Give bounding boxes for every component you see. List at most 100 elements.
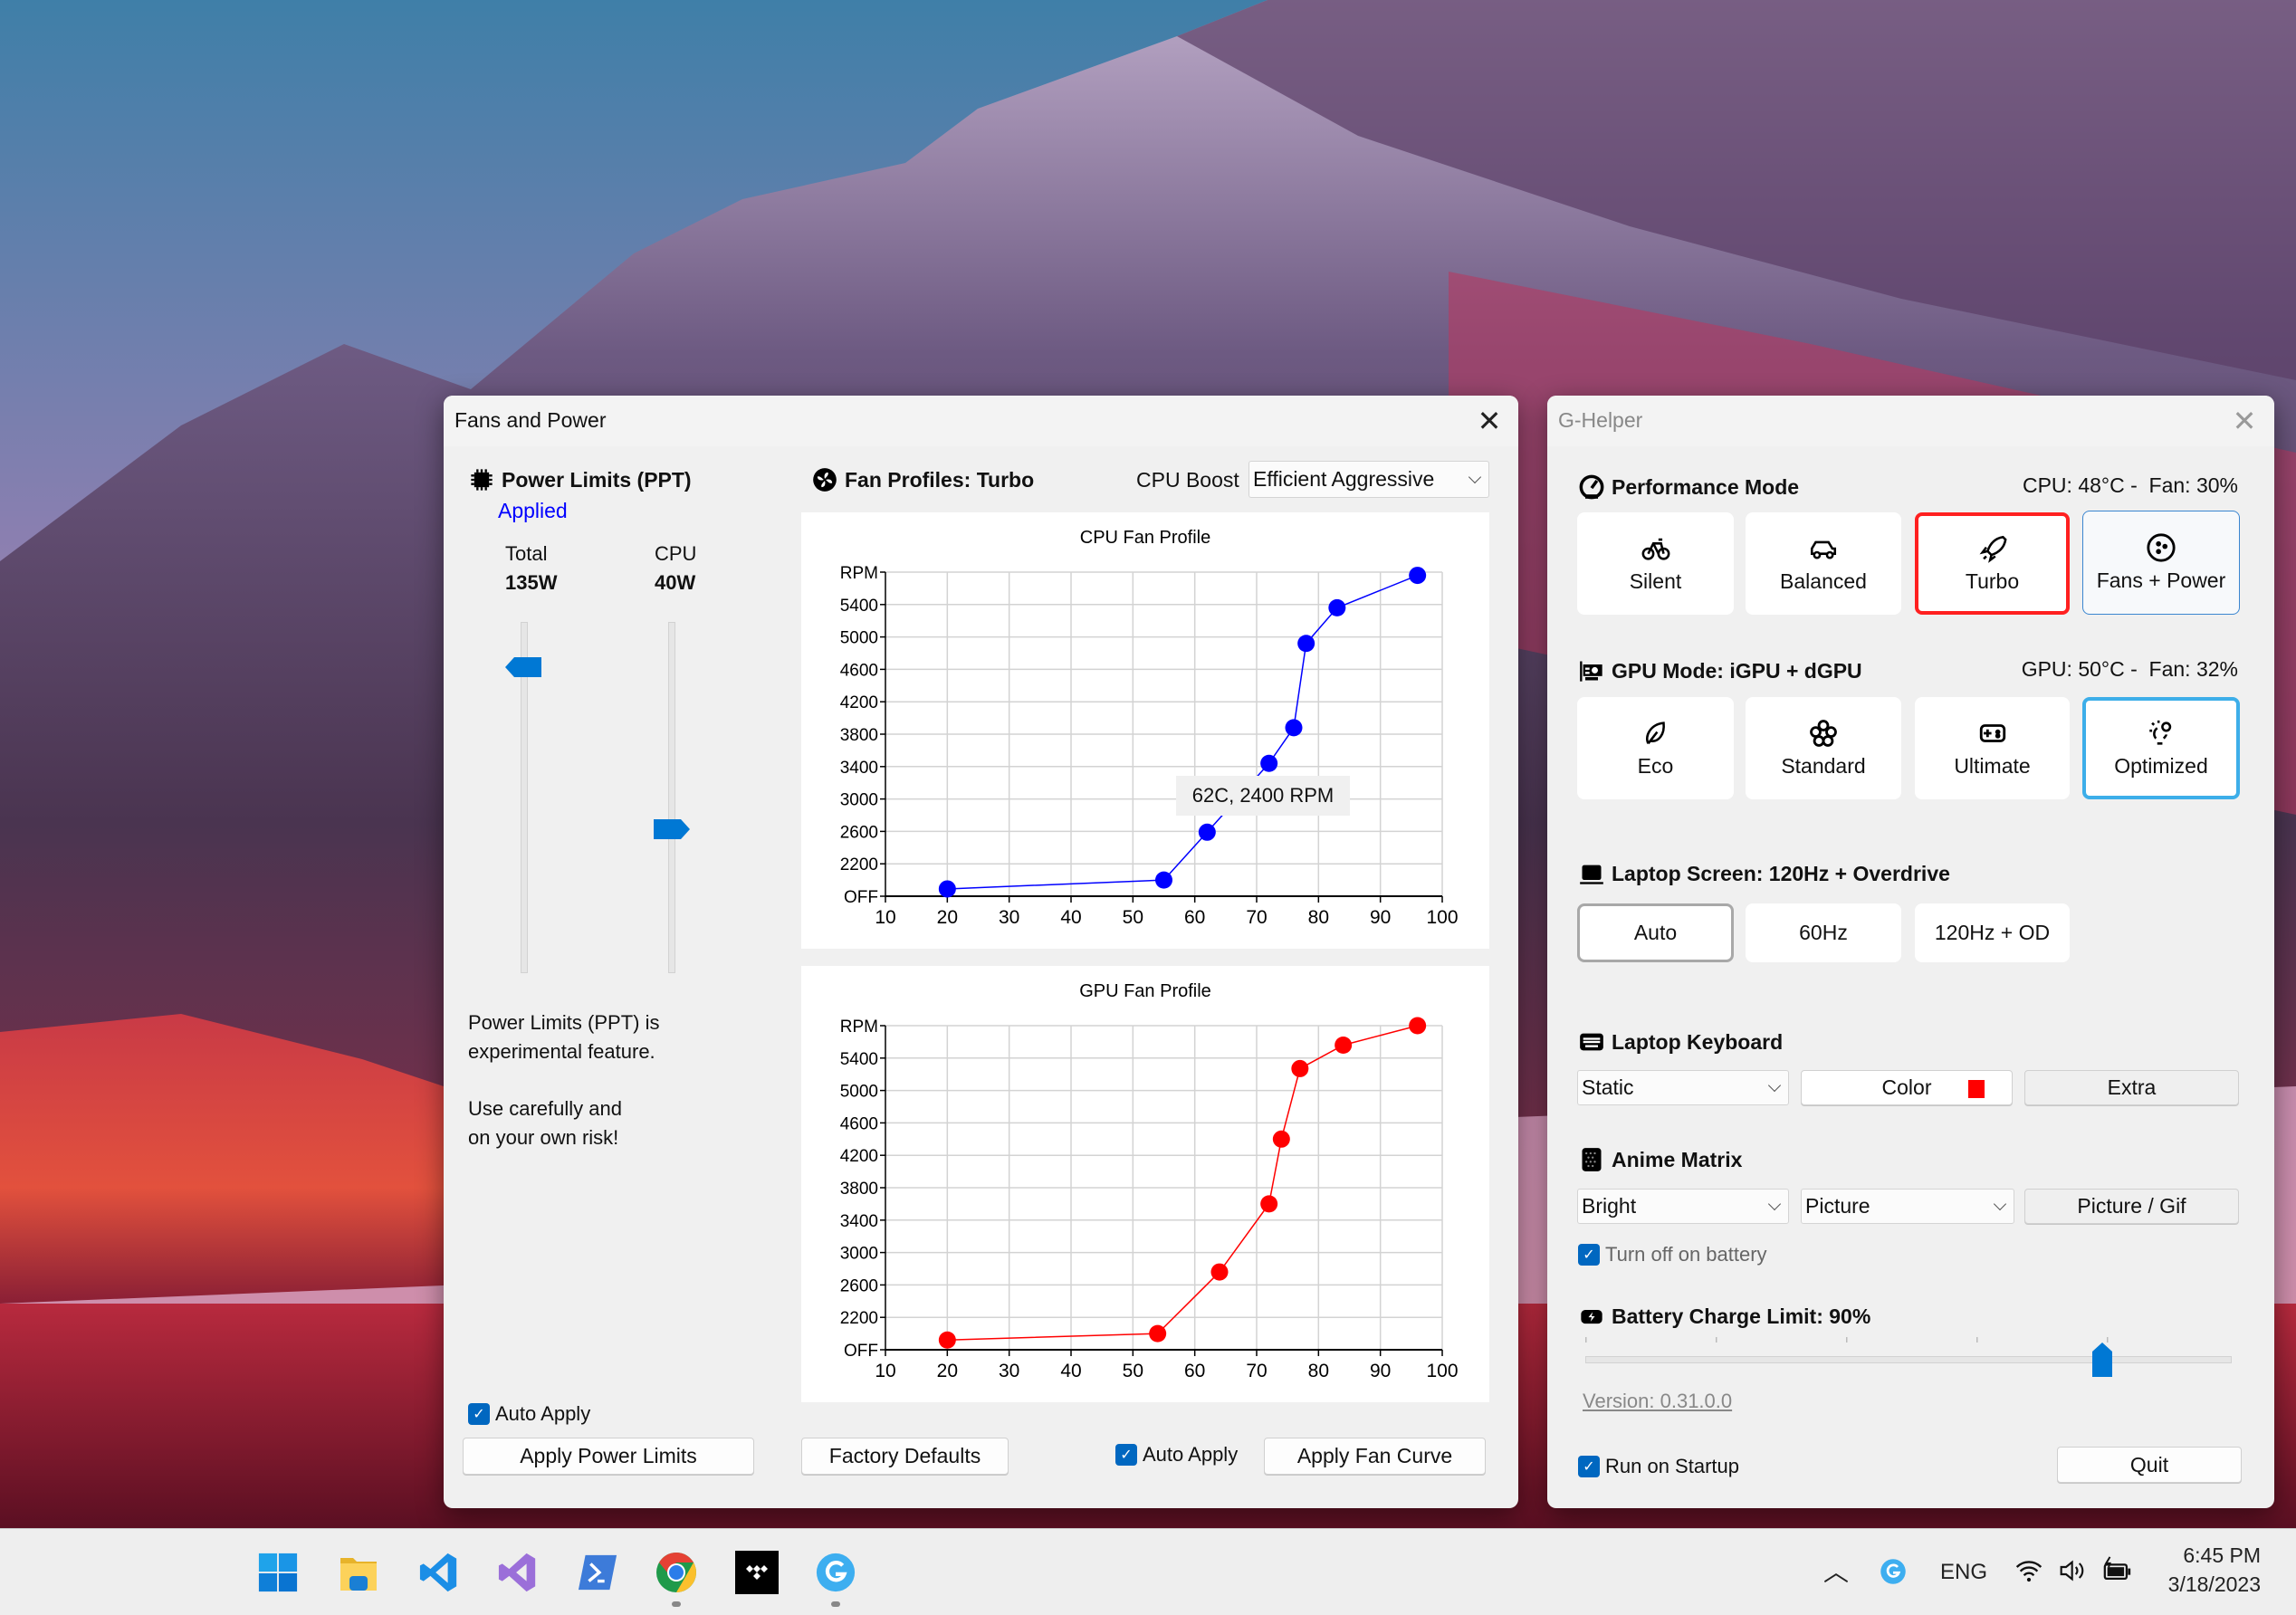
x-tick-label: 30 [999, 907, 1019, 928]
y-tick-label: 5000 [840, 1083, 878, 1102]
speedometer-icon [1579, 474, 1604, 500]
battery-slider-thumb[interactable] [2092, 1343, 2113, 1377]
fan-curve-point[interactable] [938, 880, 956, 898]
cpu-status: CPU: 48°C - Fan: 30% [2022, 473, 2238, 497]
fan-curve-point[interactable] [1149, 1324, 1167, 1343]
vscode-icon[interactable] [416, 1549, 463, 1596]
chevron-down-icon [1993, 1197, 2007, 1210]
cpu-slider-thumb[interactable] [654, 818, 690, 839]
gpu-fan-chart-svg[interactable]: GPU Fan Profile OFF 2200 2600 3000 3400 3800 42… [801, 966, 1489, 1402]
file-explorer-icon[interactable] [335, 1549, 382, 1596]
fan-curve-point[interactable] [938, 1331, 956, 1349]
fan-profiles-title: Fan Profiles: Turbo [845, 467, 1035, 492]
checkbox-checked-icon[interactable]: ✓ [1578, 1244, 1600, 1266]
screen-auto-button[interactable]: Auto [1577, 903, 1734, 962]
y-tick-label: 2200 [840, 1309, 878, 1328]
fan-curve-point[interactable] [1260, 1195, 1278, 1213]
anime-brightness-dropdown[interactable]: Bright [1577, 1189, 1789, 1224]
gpu-eco-button[interactable]: Eco [1577, 697, 1734, 799]
chrome-icon[interactable] [653, 1549, 700, 1596]
fan-curve-point[interactable] [1409, 1017, 1427, 1035]
apply-power-limits-button[interactable]: Apply Power Limits [463, 1438, 754, 1475]
speaker-icon[interactable] [2059, 1558, 2088, 1583]
keyboard-extra-button[interactable]: Extra [2024, 1070, 2239, 1105]
x-tick-label: 10 [875, 1361, 895, 1381]
powershell-icon[interactable] [574, 1549, 621, 1596]
show-hidden-icons-chevron-up-icon[interactable]: ︿ [1823, 1558, 1850, 1586]
fan-curve-point[interactable] [1155, 871, 1172, 889]
total-slider-track[interactable] [521, 622, 528, 973]
mode-label: Standard [1781, 754, 1866, 778]
screen-60hz-button[interactable]: 60Hz [1746, 903, 1901, 962]
windows-start-icon[interactable] [254, 1549, 301, 1596]
anime-mode-dropdown[interactable]: Picture [1801, 1189, 2014, 1224]
fan-curve-point[interactable] [1291, 1059, 1309, 1077]
cpu-fan-chart-svg[interactable]: CPU Fan Profile OFF 2200 2600 3000 3400 3800 42… [801, 512, 1489, 949]
quit-button[interactable]: Quit [2057, 1447, 2242, 1483]
battery-icon[interactable] [2102, 1556, 2133, 1583]
mode-turbo-button[interactable]: Turbo [1915, 512, 2070, 615]
gpu-standard-button[interactable]: Standard [1746, 697, 1901, 799]
apply-fan-curve-button[interactable]: Apply Fan Curve [1264, 1438, 1486, 1475]
chart-title: GPU Fan Profile [1079, 981, 1211, 1001]
total-slider-thumb[interactable] [505, 657, 541, 678]
turn-off-on-battery-checkbox[interactable]: ✓ Turn off on battery [1578, 1243, 1767, 1266]
language-indicator[interactable]: ENG [1940, 1560, 1988, 1584]
cpu-fan-chart[interactable]: CPU Fan Profile OFF 2200 2600 3000 3400 3800 42… [801, 512, 1489, 949]
mode-fans-power-button[interactable]: Fans + Power [2082, 511, 2240, 615]
fan-curve-point[interactable] [1198, 823, 1216, 841]
checkbox-checked-icon[interactable]: ✓ [1115, 1444, 1137, 1466]
fan-curve-point[interactable] [1409, 567, 1427, 585]
checkbox-checked-icon[interactable]: ✓ [1578, 1456, 1600, 1477]
cpu-boost-dropdown[interactable]: Efficient Aggressive [1248, 461, 1489, 498]
window-title: Fans and Power [454, 408, 607, 432]
picture-gif-button[interactable]: Picture / Gif [2024, 1189, 2239, 1224]
run-on-startup-checkbox[interactable]: ✓ Run on Startup [1578, 1455, 1739, 1478]
close-icon[interactable]: ✕ [1477, 405, 1502, 437]
fan-curve-point[interactable] [1328, 598, 1346, 616]
factory-defaults-button[interactable]: Factory Defaults [801, 1438, 1009, 1475]
battery-charging-icon [1581, 1310, 1602, 1324]
visual-studio-icon[interactable] [494, 1549, 541, 1596]
clock-time[interactable]: 6:45 PM [2183, 1543, 2261, 1567]
wifi-icon[interactable] [2014, 1558, 2043, 1583]
keyboard-color-button[interactable]: Color [1801, 1070, 2013, 1105]
screen-120hz-od-button[interactable]: 120Hz + OD [1915, 903, 2070, 962]
checkbox-checked-icon[interactable]: ✓ [468, 1403, 490, 1425]
x-tick-label: 60 [1184, 1361, 1205, 1381]
warning-text-line4: on your own risk! [468, 1126, 619, 1149]
mode-silent-button[interactable]: Silent [1577, 512, 1734, 615]
cpu-value: 40W [655, 571, 696, 594]
title-bar[interactable]: Fans and Power ✕ [444, 396, 1518, 446]
keyboard-mode-dropdown[interactable]: Static [1577, 1070, 1789, 1105]
power-auto-apply-checkbox[interactable]: ✓ Auto Apply [468, 1402, 590, 1426]
fan-auto-apply-checkbox[interactable]: ✓ Auto Apply [1115, 1443, 1238, 1467]
fan-curve-point[interactable] [1260, 754, 1278, 772]
mode-label: Balanced [1780, 569, 1867, 593]
gpu-optimized-button[interactable]: Optimized [2082, 697, 2240, 799]
close-icon[interactable]: ✕ [2232, 405, 2257, 437]
fan-curve-point[interactable] [1272, 1130, 1290, 1148]
mode-label: Ultimate [1954, 754, 2031, 778]
power-auto-apply-label: Auto Apply [495, 1402, 591, 1425]
version-link[interactable]: Version: 0.31.0.0 [1583, 1390, 1733, 1412]
clock-date[interactable]: 3/18/2023 [2167, 1572, 2261, 1596]
gpu-ultimate-button[interactable]: Ultimate [1915, 697, 2070, 799]
title-bar[interactable]: G-Helper ✕ [1547, 396, 2274, 446]
ghelper-tray-icon[interactable] [1880, 1558, 1907, 1585]
fan-curve-point[interactable] [1285, 719, 1303, 737]
fan-curve-point[interactable] [1210, 1263, 1229, 1281]
battery-charge-header: Battery Charge Limit: 90% [1579, 1304, 1870, 1329]
warning-text-line2: experimental feature. [468, 1040, 655, 1063]
ghelper-icon[interactable] [812, 1549, 859, 1596]
mode-balanced-button[interactable]: Balanced [1746, 512, 1901, 615]
gpu-fan-chart[interactable]: GPU Fan Profile OFF 2200 2600 3000 3400 3800 42… [801, 966, 1489, 1402]
battery-slider-track[interactable] [1585, 1356, 2232, 1363]
fan-curve-point[interactable] [1335, 1036, 1353, 1054]
cpu-slider-track[interactable] [668, 622, 675, 973]
fan-curve-point[interactable] [1297, 635, 1315, 653]
color-swatch [1968, 1080, 1985, 1098]
y-tick-label: 4600 [840, 1114, 878, 1133]
tidal-icon[interactable] [733, 1549, 780, 1596]
mode-label: 60Hz [1799, 921, 1848, 944]
